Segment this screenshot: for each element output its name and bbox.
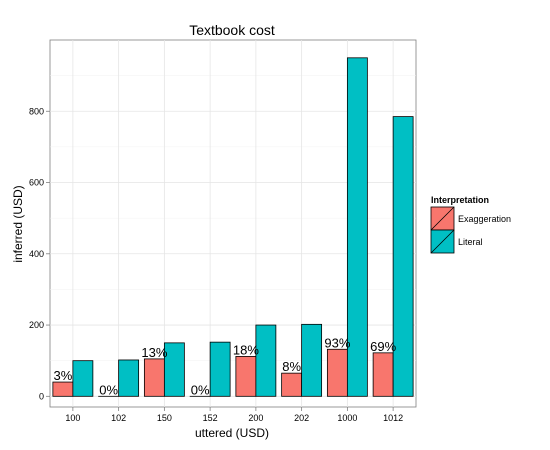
bar-literal-1000 [346, 57, 368, 397]
percent-label: 93% [324, 335, 350, 350]
bar-exaggeration-202 [281, 372, 303, 397]
legend-title: Interpretation [431, 195, 489, 205]
legend-label-exaggeration: Exaggeration [458, 214, 511, 224]
bar-literal-200 [255, 324, 277, 397]
y-axis-title: inferred (USD) [11, 185, 25, 262]
chart-title: Textbook cost [189, 22, 275, 38]
x-tick-label: 1000 [337, 413, 357, 423]
percent-label: 13% [141, 345, 167, 360]
legend-label-literal: Literal [458, 237, 483, 247]
y-tick-label: 200 [29, 320, 44, 330]
percent-label: 69% [370, 339, 396, 354]
bar-literal-1012 [392, 116, 414, 397]
x-tick-label: 1012 [383, 413, 403, 423]
y-tick-label: 400 [29, 249, 44, 259]
percent-label: 0% [191, 382, 210, 397]
y-tick-label: 0 [39, 391, 44, 401]
x-axis: 100 102 150 152 200 202 1000 1012 [65, 407, 403, 423]
bar-literal-100 [72, 360, 94, 397]
bar-literal-202 [301, 323, 323, 397]
x-axis-title: uttered (USD) [195, 426, 269, 440]
percent-label: 0% [99, 382, 118, 397]
x-tick-label: 200 [248, 413, 263, 423]
x-tick-label: 102 [111, 413, 126, 423]
bar-exaggeration-1012 [372, 352, 394, 397]
bar-literal-152 [209, 341, 231, 397]
percent-label: 3% [53, 368, 72, 383]
legend-key-slash [430, 229, 455, 254]
bar-literal-102 [118, 359, 140, 397]
bar-exaggeration-1000 [326, 348, 348, 397]
y-axis: 0 200 400 600 800 [29, 106, 50, 401]
bar-exaggeration-200 [235, 356, 257, 397]
percent-label: 18% [233, 342, 259, 357]
legend: Interpretation Exaggeration Literal [430, 195, 511, 254]
bar-exaggeration-100 [52, 381, 74, 397]
x-tick-label: 152 [203, 413, 218, 423]
y-tick-label: 800 [29, 106, 44, 116]
bar-exaggeration-150 [143, 358, 165, 397]
bar-literal-150 [163, 342, 185, 397]
x-tick-label: 202 [294, 413, 309, 423]
bars [52, 57, 414, 397]
percent-label: 8% [282, 359, 301, 374]
percent-labels: 3% 0% 13% 0% 18% 8% 93% 69% [53, 335, 396, 397]
y-tick-label: 600 [29, 178, 44, 188]
legend-key-slash [430, 206, 455, 231]
x-tick-label: 150 [157, 413, 172, 423]
x-tick-label: 100 [65, 413, 80, 423]
